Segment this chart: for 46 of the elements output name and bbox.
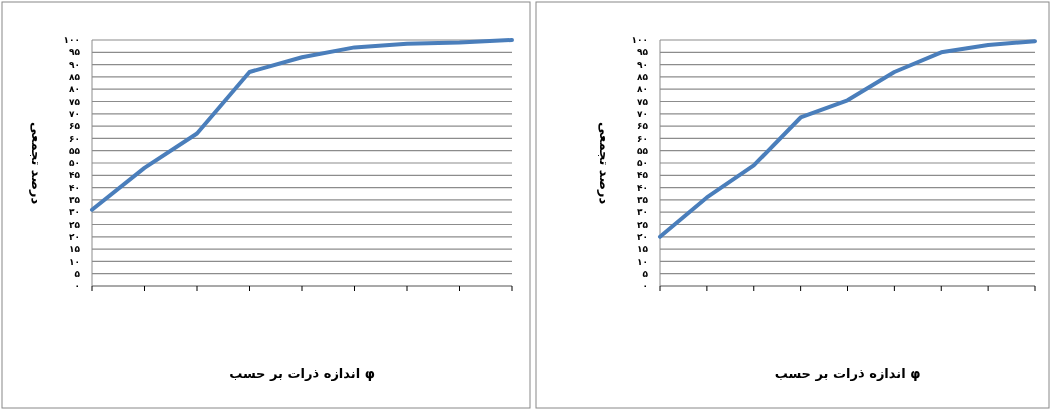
y-tick-label: ۵۵ — [69, 145, 81, 156]
y-tick-label: ۹۵ — [637, 47, 649, 58]
y-axis-title: درصد تجمعی — [29, 121, 44, 205]
y-tick-label: ۹۰ — [637, 59, 648, 70]
y-tick-label: ۷۵ — [69, 96, 81, 107]
y-axis-title: درصد تجمعی — [597, 121, 612, 205]
y-tick-label: ۵۰ — [69, 158, 80, 169]
y-tick-label: ۲۵ — [69, 219, 81, 230]
y-tick-label: ۲۵ — [637, 219, 649, 230]
y-tick-label: ۸۰ — [637, 84, 648, 95]
y-tick-label: ۴۰ — [637, 182, 648, 193]
y-tick-label: ۸۰ — [69, 84, 80, 95]
y-tick-label: ۲۰ — [637, 231, 648, 242]
y-tick-label: ۳۰ — [637, 207, 648, 218]
y-tick-label: ۴۵ — [69, 170, 81, 181]
y-tick-label: ۵ — [642, 268, 649, 279]
y-tick-label: ۳۵ — [69, 195, 81, 206]
y-tick-label: ۱۰ — [69, 256, 80, 267]
y-tick-label: ۶۰ — [637, 133, 648, 144]
y-tick-label: ۸۵ — [69, 72, 81, 83]
y-tick-label: ۳۵ — [637, 195, 649, 206]
y-tick-label: ۱۵ — [69, 244, 81, 255]
y-tick-label: ۹۵ — [69, 47, 81, 58]
y-tick-label: ۱۰ — [637, 256, 648, 267]
y-tick-label: ۳۰ — [69, 207, 80, 218]
y-tick-label: ۵۰ — [637, 158, 648, 169]
y-tick-label: ۰ — [642, 281, 648, 292]
y-tick-label: ۱۵ — [637, 244, 649, 255]
x-axis-title: اندازه ذرات بر حسب φ — [229, 366, 375, 381]
y-tick-label: ۵ — [74, 268, 81, 279]
y-tick-label: ۷۰ — [69, 108, 80, 119]
y-tick-label: ۸۵ — [637, 72, 649, 83]
y-tick-label: ۶۵ — [637, 121, 649, 132]
y-tick-label: ۵۵ — [637, 145, 649, 156]
y-tick-label: ۱۰۰ — [63, 35, 80, 46]
y-tick-label: ۴۵ — [637, 170, 649, 181]
y-tick-label: ۲۰ — [69, 231, 80, 242]
y-tick-label: ۹۰ — [69, 59, 80, 70]
y-tick-label: ۶۰ — [69, 133, 80, 144]
x-axis-title: اندازه ذرات بر حسب φ — [774, 366, 921, 381]
y-tick-label: ۶۵ — [69, 121, 81, 132]
y-tick-label: ۱۰۰ — [631, 35, 648, 46]
y-tick-label: ۴۰ — [69, 182, 80, 193]
y-tick-label: ۷۰ — [637, 108, 648, 119]
y-tick-label: ۷۵ — [637, 96, 649, 107]
y-tick-label: ۰ — [74, 281, 80, 292]
